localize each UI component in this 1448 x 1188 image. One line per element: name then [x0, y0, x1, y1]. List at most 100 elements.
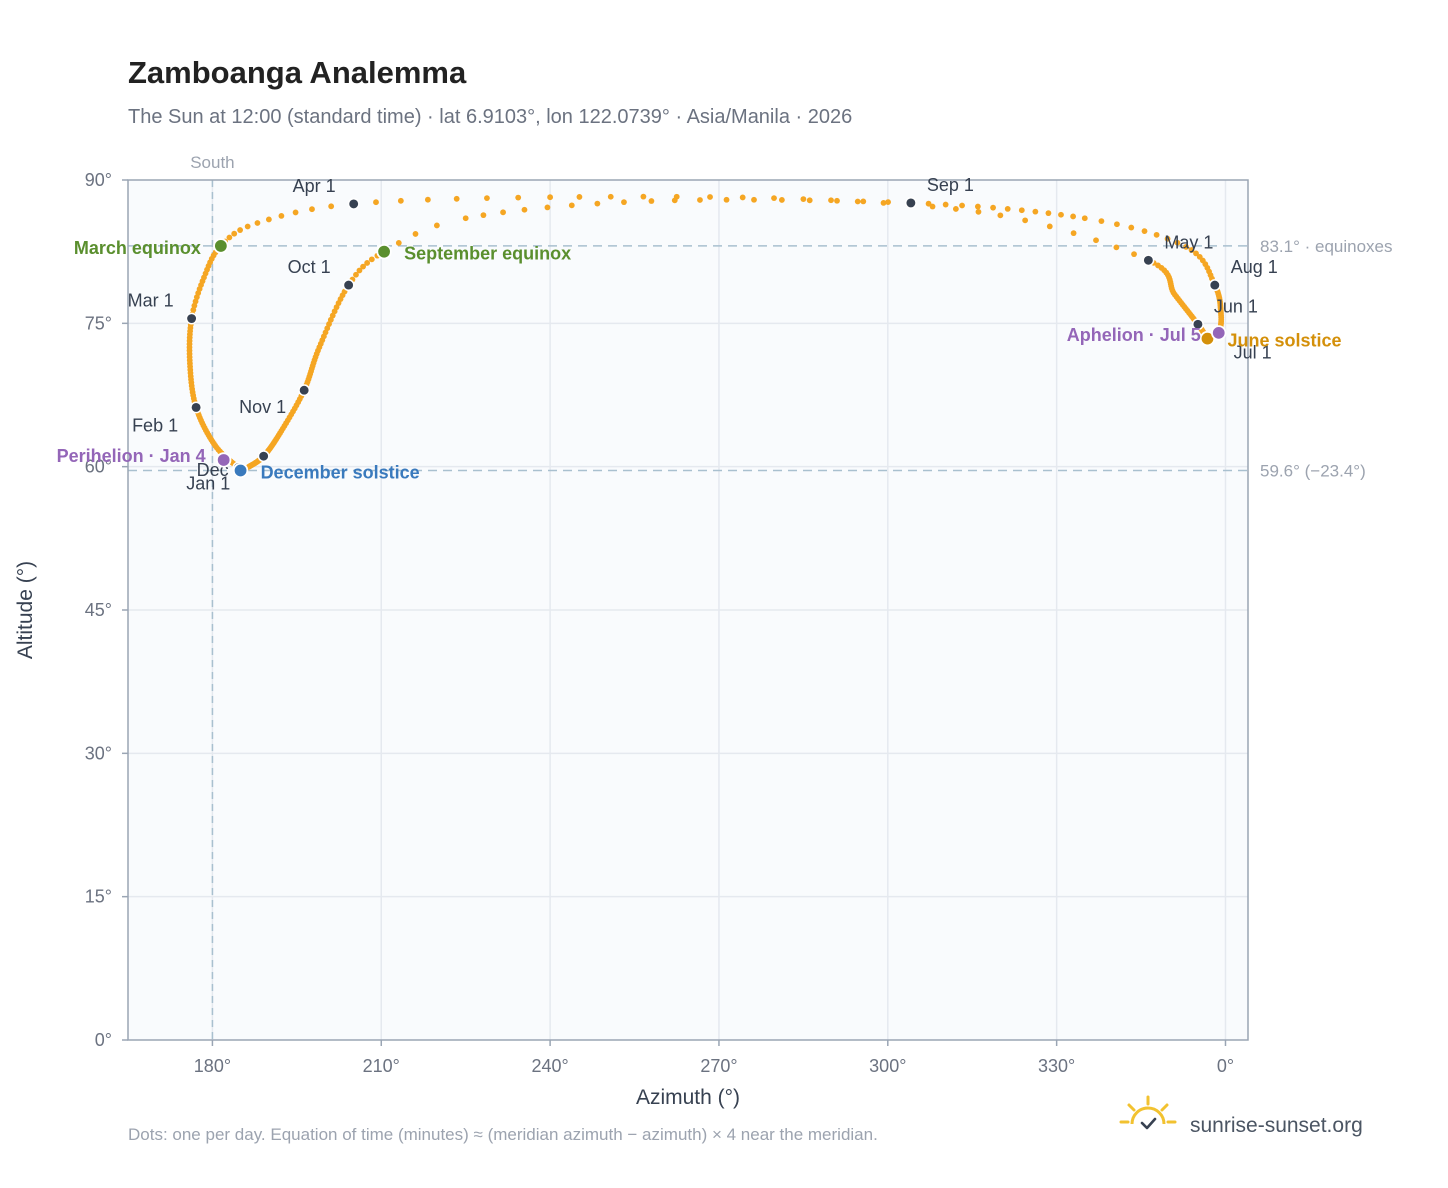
daily-dot — [707, 194, 713, 200]
daily-dot — [854, 198, 861, 205]
month-marker — [257, 450, 270, 463]
daily-dot — [521, 206, 528, 213]
daily-dot — [1070, 213, 1077, 220]
daily-dot — [800, 196, 807, 203]
month-marker — [904, 196, 917, 209]
daily-dot — [480, 212, 487, 219]
daily-dot — [925, 200, 932, 207]
reference-lines: South 83.1° · equinoxes 59.6° (−23.4°) — [128, 153, 1393, 1040]
daily-dot — [356, 267, 363, 274]
month-marker — [1191, 318, 1204, 331]
chart-subtitle: The Sun at 12:00 (standard time) · lat 6… — [128, 106, 852, 128]
grid-lines — [128, 180, 1248, 1040]
month-label: Apr 1 — [293, 176, 336, 196]
event-label: March equinox — [74, 238, 201, 258]
daily-dot — [397, 197, 404, 204]
daily-dot — [975, 208, 982, 215]
month-label: Jun 1 — [1214, 296, 1258, 316]
daily-dot — [1004, 206, 1011, 212]
daily-dot — [1153, 231, 1160, 238]
month-label: Jul 1 — [1234, 343, 1272, 363]
daily-dot — [360, 263, 366, 270]
daily-dot — [959, 202, 965, 209]
daily-dot — [1045, 210, 1052, 217]
daily-dot — [723, 196, 730, 203]
daily-dot — [1032, 208, 1039, 215]
daily-dot — [412, 231, 419, 237]
meridian-label: South — [190, 153, 234, 172]
daily-dot — [621, 199, 627, 206]
x-tick-label: 270° — [700, 1056, 737, 1076]
daily-dot — [1058, 211, 1064, 218]
daily-dot — [231, 230, 238, 237]
daily-dot — [860, 198, 867, 205]
daily-dot — [828, 197, 834, 204]
y-axis-title: Altitude (°) — [14, 561, 37, 659]
month-marker — [342, 279, 355, 292]
event-marker — [376, 243, 392, 260]
x-tick-label: 330° — [1038, 1056, 1075, 1076]
daily-dot — [353, 271, 359, 278]
daily-dot — [671, 197, 678, 204]
daily-dot — [309, 206, 315, 213]
daily-dot — [1046, 223, 1053, 230]
y-tick-label: 75° — [85, 313, 112, 333]
event-label: June solstice — [1227, 331, 1341, 351]
daily-dot — [462, 215, 469, 222]
daily-dot — [1188, 247, 1195, 253]
event-label: Perihelion · Jan 4 — [57, 446, 206, 466]
y-tick-label: 90° — [85, 170, 112, 190]
daily-dot — [515, 194, 522, 201]
daily-dot — [997, 212, 1004, 219]
daily-dot — [952, 206, 959, 212]
daily-dot — [576, 194, 583, 200]
daily-dot — [834, 197, 840, 204]
event-label: December solstice — [261, 462, 420, 482]
daily-dot — [1022, 217, 1029, 224]
x-tick-label: 0° — [1217, 1056, 1234, 1076]
chart-title: Zamboanga Analemma — [128, 55, 467, 90]
daily-dot — [364, 260, 371, 266]
footnote: Dots: one per day. Equation of time (min… — [128, 1125, 878, 1144]
event-marker — [1211, 325, 1227, 341]
daily-dot — [885, 199, 891, 206]
month-label: Aug 1 — [1231, 257, 1278, 277]
event-markers: March equinox September equinox June solst… — [57, 238, 1342, 483]
daily-dot — [424, 196, 431, 203]
x-axis-title: Azimuth (°) — [636, 1086, 740, 1109]
month-label: Sep 1 — [927, 175, 974, 195]
daily-dot — [739, 194, 746, 201]
daily-dot — [1113, 244, 1120, 251]
event-marker — [213, 238, 229, 254]
reference-line-label: 83.1° · equinoxes — [1260, 237, 1393, 256]
month-marker — [347, 197, 360, 210]
month-label: Nov 1 — [239, 397, 286, 417]
daily-dot — [648, 198, 655, 204]
daily-dot — [278, 212, 285, 219]
y-tick-label: 0° — [95, 1030, 112, 1050]
daily-dot — [697, 197, 703, 203]
month-label: Jan 1 — [186, 474, 230, 494]
daily-dot — [1193, 250, 1199, 257]
event-marker — [215, 452, 232, 468]
daily-dot — [990, 204, 996, 211]
daily-dot — [544, 204, 551, 211]
daily-dot — [547, 194, 554, 201]
month-marker — [1142, 254, 1155, 267]
daily-dot — [1128, 224, 1135, 231]
daily-dot — [254, 220, 261, 226]
daily-dot — [328, 203, 335, 210]
y-tick-label: 15° — [85, 887, 112, 907]
month-marker — [185, 312, 198, 325]
month-label: Dec 1 — [197, 460, 244, 480]
month-label: Oct 1 — [288, 257, 331, 277]
daily-dot — [1098, 218, 1105, 225]
daily-dot — [942, 201, 949, 208]
daily-dot — [1196, 253, 1203, 260]
event-marker — [232, 462, 249, 479]
daily-dot — [1174, 239, 1181, 246]
daily-dot — [1131, 251, 1137, 258]
daily-dot — [265, 216, 272, 223]
daily-dot — [368, 256, 375, 263]
daily-dot — [373, 199, 379, 206]
